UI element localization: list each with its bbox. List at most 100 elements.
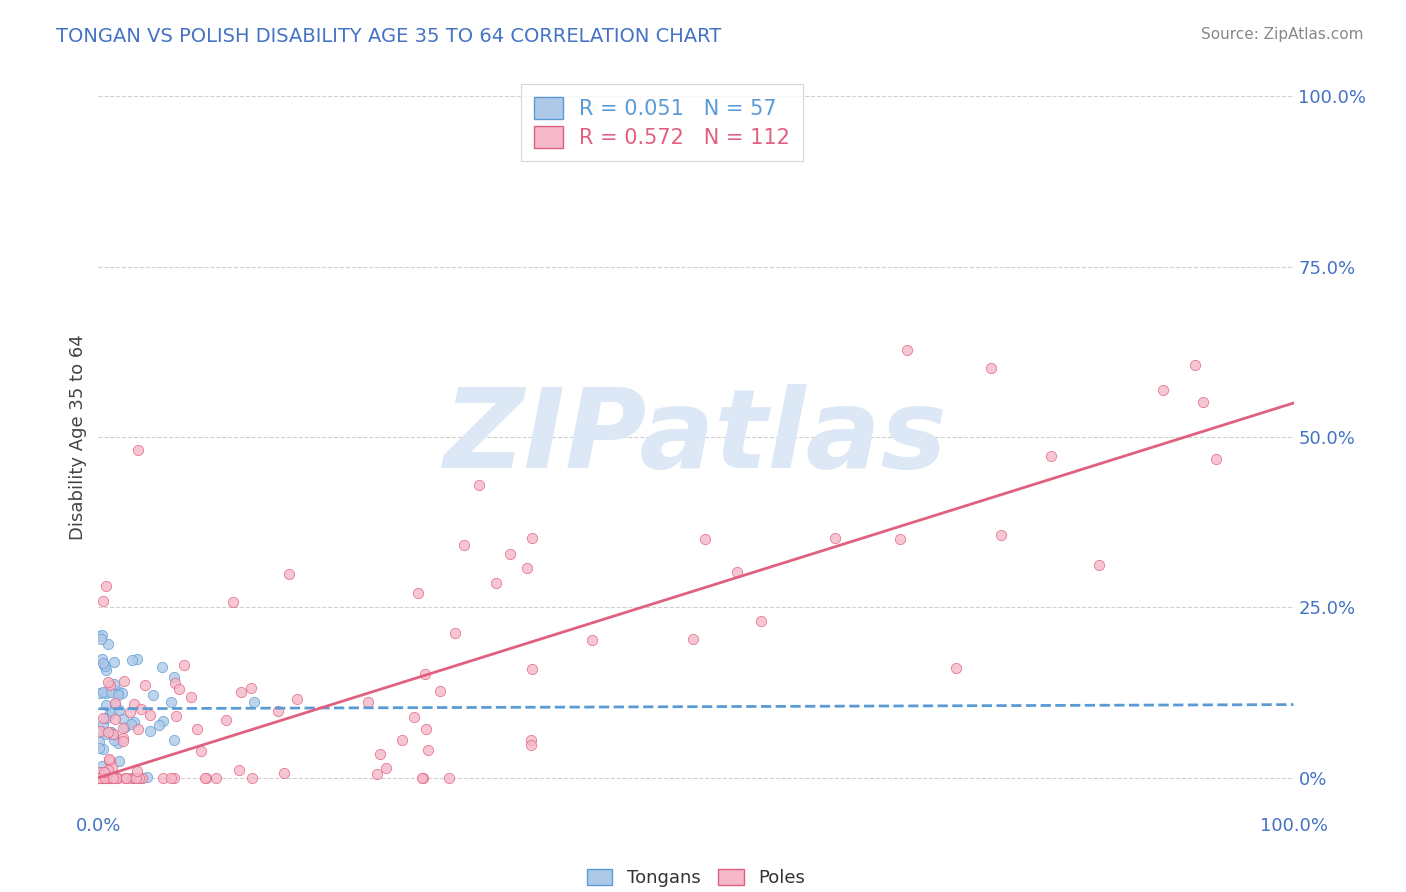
Point [107,736,129,750]
Point [96,771,118,785]
Point [87,735,110,749]
Point [94,711,117,725]
Point [112,731,135,746]
Point [120,705,142,719]
Point [100,685,122,699]
Point [127,443,149,458]
Point [520,531,543,545]
Point [239,681,262,695]
Point [131,771,153,785]
Point [945,661,967,675]
Point [520,738,543,752]
Point [125,764,148,778]
Point [581,632,603,647]
Point [89,771,111,785]
Point [90,632,112,646]
Point [124,698,146,712]
Point [104,696,127,710]
Point [114,720,136,734]
Point [1192,395,1215,409]
Point [142,688,165,702]
Point [444,625,467,640]
Point [89,741,111,756]
Point [91,594,114,608]
Point [374,761,396,775]
Point [889,532,911,546]
Point [135,770,157,784]
Point [114,771,136,785]
Point [415,722,437,736]
Point [499,547,522,561]
Point [111,721,134,735]
Point [107,703,129,717]
Point [103,732,125,747]
Point [103,677,125,691]
Point [366,767,388,781]
Point [104,771,127,785]
Point [990,528,1012,542]
Point [115,771,138,785]
Point [1152,383,1174,397]
Point [90,759,112,773]
Point [186,722,208,736]
Text: Source: ZipAtlas.com: Source: ZipAtlas.com [1201,27,1364,42]
Point [103,727,125,741]
Point [368,747,391,762]
Text: TONGAN VS POLISH DISABILITY AGE 35 TO 64 CORRELATION CHART: TONGAN VS POLISH DISABILITY AGE 35 TO 64… [56,27,721,45]
Point [97,674,120,689]
Point [101,726,124,740]
Point [1205,451,1227,466]
Point [228,763,250,777]
Point [89,771,111,785]
Point [749,614,772,628]
Point [240,771,263,785]
Point [98,752,121,766]
Point [148,718,170,732]
Point [180,690,202,704]
Point [406,586,429,600]
Point [413,667,436,681]
Point [515,561,537,575]
Point [163,670,186,684]
Point [107,688,129,702]
Point [96,698,118,712]
Point [429,684,451,698]
Point [96,686,118,700]
Point [194,771,217,785]
Point [98,678,121,692]
Point [485,576,508,591]
Point [97,771,120,785]
Point [89,765,111,780]
Point [96,727,118,741]
Point [93,765,115,780]
Point [107,771,129,785]
Point [97,763,120,777]
Point [243,695,266,709]
Point [100,706,122,720]
Point [682,632,704,647]
Point [693,533,716,547]
Point [437,771,460,785]
Point [121,653,143,667]
Point [416,743,439,757]
Point [277,566,299,581]
Point [100,724,122,739]
Point [107,755,129,769]
Point [391,733,413,747]
Point [453,538,475,552]
Point [222,595,245,609]
Point [520,733,543,747]
Point [124,771,146,785]
Point [101,771,124,785]
Point [1088,558,1111,573]
Point [163,771,186,785]
Point [160,695,183,709]
Point [285,692,308,706]
Point [91,656,114,670]
Point [167,681,190,696]
Point [357,695,380,709]
Text: ZIPatlas: ZIPatlas [444,384,948,491]
Point [468,478,491,492]
Point [522,662,544,676]
Point [90,771,112,785]
